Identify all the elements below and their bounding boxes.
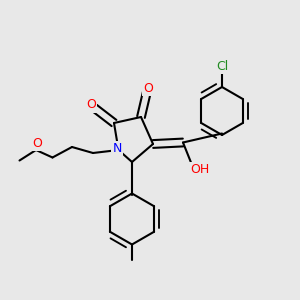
- Text: O: O: [32, 137, 42, 150]
- Text: N: N: [112, 142, 122, 155]
- Text: O: O: [86, 98, 96, 112]
- Text: OH: OH: [190, 163, 209, 176]
- Text: Cl: Cl: [216, 59, 228, 73]
- Text: O: O: [144, 82, 153, 95]
